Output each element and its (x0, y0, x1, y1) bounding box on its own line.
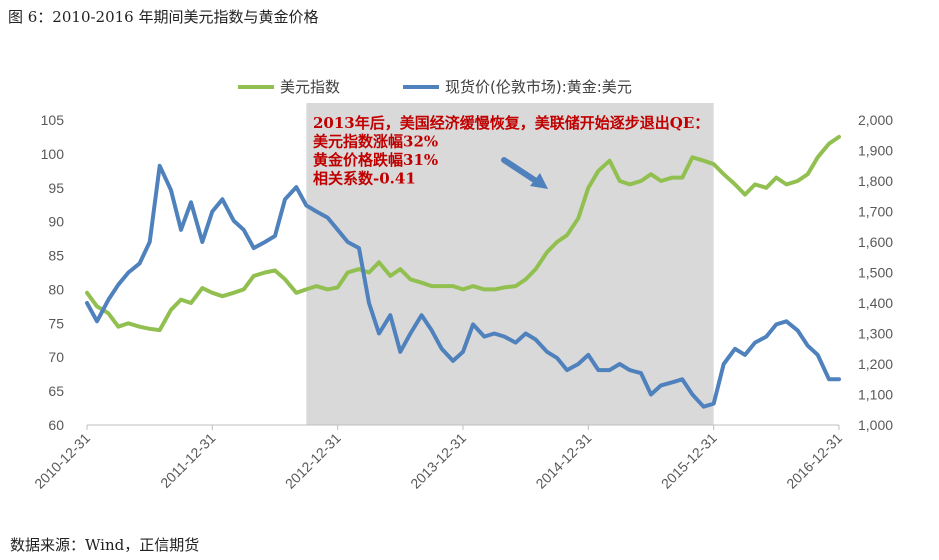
y-right-tick-label: 1,900 (858, 143, 893, 159)
legend-label: 现货价(伦敦市场):黄金:美元 (445, 78, 632, 96)
y-right-tick-label: 1,600 (858, 234, 893, 250)
annotation-line: 相关系数-0.41 (313, 170, 416, 188)
x-tick-label: 2015-12-31 (658, 430, 720, 492)
x-tick-label: 2012-12-31 (282, 430, 344, 492)
annotation-line: 美元指数涨幅32% (313, 133, 438, 151)
y-right-tick-label: 1,500 (858, 265, 893, 281)
dollar-index-line (85, 134, 841, 333)
gold-price-line (85, 163, 841, 409)
x-tick-label: 2010-12-31 (31, 430, 93, 492)
figure-title: 图 6：2010-2016 年期间美元指数与黄金价格 (8, 8, 319, 26)
y-right-tick-label: 1,800 (858, 173, 893, 189)
y-right-tick-label: 1,200 (858, 356, 893, 372)
data-source-note: 数据来源：Wind，正信期货 (10, 536, 200, 554)
y-left-tick-label: 70 (48, 349, 64, 365)
y-right-tick-label: 1,100 (858, 387, 893, 403)
y-right-tick-label: 1,300 (858, 326, 893, 342)
y-left-tick-label: 65 (48, 383, 64, 399)
x-tick-label: 2016-12-31 (783, 430, 845, 492)
x-tick-label: 2011-12-31 (157, 430, 218, 491)
annotation-line: 黄金价格跌幅31% (313, 151, 438, 169)
chart: 2010-12-31 2011-12-31 2012-12-31 2013-12-31… (31, 78, 893, 492)
y-left-tick-label: 105 (41, 112, 65, 128)
y-left-tick-label: 75 (48, 315, 64, 331)
y-right-tick-label: 2,000 (858, 112, 893, 128)
y-left-tick-label: 85 (48, 248, 64, 264)
annotation-arrow-head (530, 173, 548, 189)
annotation-line: 2013年后，美国经济缓慢恢复，美联储开始逐步退出QE： (313, 114, 709, 132)
y-left-tick-label: 95 (48, 180, 64, 196)
y-right-tick-label: 1,400 (858, 295, 893, 311)
y-left-tick-label: 100 (41, 146, 65, 162)
y-right-tick-label: 1,000 (858, 417, 893, 433)
x-tick-label: 2014-12-31 (532, 430, 594, 492)
y-left-tick-label: 60 (48, 417, 64, 433)
shaded-period (306, 103, 714, 425)
legend-label: 美元指数 (280, 78, 340, 96)
x-tick-label: 2013-12-31 (407, 430, 469, 492)
y-right-tick-label: 1,700 (858, 204, 893, 220)
y-left-tick-label: 90 (48, 214, 64, 230)
annotation-arrow (501, 157, 539, 184)
y-left-tick-label: 80 (48, 281, 64, 297)
